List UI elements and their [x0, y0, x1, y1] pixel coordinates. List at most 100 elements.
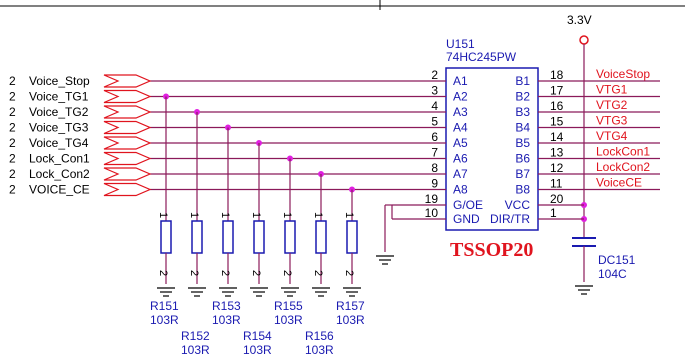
pin-number: 12 [550, 161, 564, 175]
power-port-symbol [579, 35, 589, 45]
pin-name: B8 [515, 183, 530, 197]
net-port-name: Voice_TG3 [29, 121, 89, 135]
pin-name: B5 [515, 136, 530, 150]
chip-pin-b6: B6 13 LockCon1 [515, 145, 660, 166]
chip-pin-a6: 7 A6 [431, 146, 468, 166]
pin-name: A1 [453, 74, 468, 88]
chip-pin-g-oe: 19 G/OE [392, 192, 483, 212]
net-port-prefix: 2 [9, 105, 16, 119]
chip-pin-gnd: 10 GND [392, 206, 480, 226]
pin-name: A8 [453, 183, 468, 197]
resistor-value: 103R [336, 313, 365, 327]
chip-pin-a2: 3 A2 [431, 84, 468, 104]
pin-number: 5 [431, 115, 438, 129]
resistor-pin-bottom: 2 [157, 270, 169, 276]
pin-name: B7 [515, 167, 530, 181]
resistor-value: 103R [305, 343, 334, 357]
resistor-ref: R156 [305, 329, 334, 343]
pin-name: A5 [453, 136, 468, 150]
net-label: VoiceCE [596, 176, 642, 190]
chip-pin-b3: B3 16 VTG2 [515, 98, 660, 119]
net-label: VTG2 [596, 98, 628, 112]
resistor-pin-top: 1 [219, 212, 231, 218]
resistor-value: 103R [212, 313, 241, 327]
resistor-pin-bottom: 2 [250, 270, 262, 276]
chip-pin-b5: B5 14 VTG4 [515, 129, 660, 150]
net-port-prefix: 2 [9, 121, 16, 135]
chip-pin-dir-tr: DIR/TR 1 [490, 206, 584, 226]
pin-number: 6 [431, 130, 438, 144]
resistor-body [222, 220, 234, 254]
pin-number: 10 [425, 206, 439, 220]
resistor-value: 103R [274, 313, 303, 327]
pin-number: 17 [550, 84, 564, 98]
capacitor-ground-symbol [575, 285, 593, 295]
net-label: LockCon1 [596, 145, 650, 159]
pin-number: 19 [425, 192, 439, 206]
resistor-ground-symbol [219, 287, 237, 297]
chip-pin-b4: B4 15 VTG3 [515, 114, 660, 135]
net-port-voice-tg1: 2 Voice_TG1 [9, 90, 152, 104]
resistor-pin-bottom: 2 [343, 270, 355, 276]
pin-number: 8 [431, 161, 438, 175]
net-port-name: Voice_Stop [29, 74, 90, 88]
resistor-ref: R152 [181, 329, 210, 343]
net-port-voice-stop: 2 Voice_Stop [9, 74, 152, 88]
resistor-ground-symbol [250, 287, 268, 297]
pin-name: A7 [453, 167, 468, 181]
capacitor-value: 104C [598, 267, 627, 281]
resistor-pin-top: 1 [188, 212, 200, 218]
pin-name: A3 [453, 105, 468, 119]
pin-number: 15 [550, 115, 564, 129]
resistor-pin-bottom: 2 [219, 270, 231, 276]
chip-ground-symbol [376, 255, 394, 265]
pin-name: B1 [515, 74, 530, 88]
net-label: VoiceStop [596, 67, 650, 81]
chip-pin-a8: 9 A8 [431, 177, 468, 197]
resistor-ground-symbol [188, 287, 206, 297]
pin-name: G/OE [453, 198, 483, 212]
net-port-name: Voice_TG2 [29, 105, 89, 119]
net-port-voice-tg3: 2 Voice_TG3 [9, 121, 152, 135]
pin-name: B4 [515, 121, 530, 135]
resistor-ground-symbol [343, 287, 361, 297]
pin-number: 1 [550, 206, 557, 220]
resistor-value: 103R [181, 343, 210, 357]
chip-part: 74HC245PW [446, 50, 517, 64]
pin-name: DIR/TR [490, 212, 530, 226]
net-port-name: VOICE_CE [29, 183, 90, 197]
resistor-ref: R157 [336, 299, 365, 313]
pin-number: 7 [431, 146, 438, 160]
chip-package: TSSOP20 [450, 239, 533, 261]
net-port-prefix: 2 [9, 74, 16, 88]
chip-pin-b1: B1 18 VoiceStop [515, 67, 660, 88]
power-label: 3.3V [567, 13, 592, 27]
net-port-voice-ce: 2 VOICE_CE [9, 183, 152, 197]
net-port-name: Voice_TG1 [29, 90, 89, 104]
chip-pin-a7: 8 A7 [431, 161, 468, 181]
net-port-name: Lock_Con2 [29, 167, 90, 181]
pin-name: VCC [505, 198, 531, 212]
net-port-name: Voice_TG4 [29, 136, 89, 150]
resistor-ground-symbol [312, 287, 330, 297]
pin-number: 4 [431, 99, 438, 113]
net-port-lock-con2: 2 Lock_Con2 [9, 167, 152, 181]
resistor-pin-top: 1 [312, 212, 324, 218]
chip-pin-b7: B7 12 LockCon2 [515, 160, 660, 181]
chip-pin-a3: 4 A3 [431, 99, 468, 119]
net-port-lock-con1: 2 Lock_Con1 [9, 152, 152, 166]
chip-body [445, 67, 539, 231]
pin-number: 14 [550, 130, 564, 144]
resistor-body [284, 220, 296, 254]
pin-name: A6 [453, 152, 468, 166]
resistor-pin-bottom: 2 [188, 270, 200, 276]
pin-number: 3 [431, 84, 438, 98]
resistor-pin-bottom: 2 [281, 270, 293, 276]
net-port-prefix: 2 [9, 167, 16, 181]
net-port-prefix: 2 [9, 90, 16, 104]
